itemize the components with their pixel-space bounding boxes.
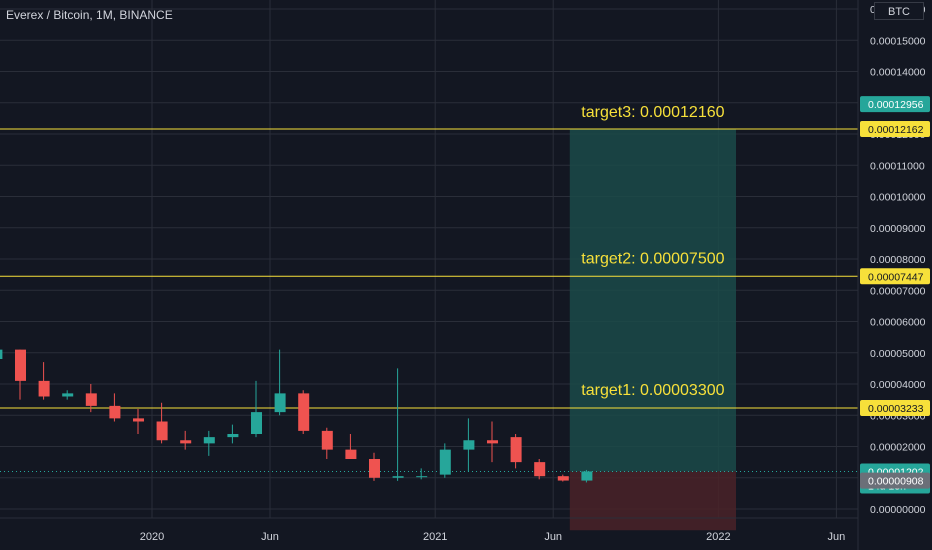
time-tick-label: 2022 xyxy=(706,531,730,543)
candle-body[interactable] xyxy=(251,412,262,434)
time-tick-label: Jun xyxy=(544,531,562,543)
price-label-badge[interactable] xyxy=(860,120,930,137)
time-tick-label: 2021 xyxy=(423,531,447,543)
price-tick-label: 0.00007000 xyxy=(870,285,926,297)
price-tick-label: 0.00014000 xyxy=(870,67,926,79)
candle-body[interactable] xyxy=(203,437,215,444)
price-label-text: 0.00000908 xyxy=(868,476,924,488)
price-tick-label: 0.00015000 xyxy=(870,35,926,47)
candle-body[interactable] xyxy=(274,393,286,413)
price-tick-label: 0.00002000 xyxy=(870,442,926,454)
candle-body[interactable] xyxy=(392,476,404,478)
price-tick-label: 0.00009000 xyxy=(870,223,926,235)
candle-body[interactable] xyxy=(439,449,451,475)
candle-body[interactable] xyxy=(180,440,192,444)
target-zone[interactable] xyxy=(569,129,736,472)
price-tick-label: 0.00006000 xyxy=(870,317,926,329)
candle-body[interactable] xyxy=(298,393,310,431)
candle-body[interactable] xyxy=(534,462,546,477)
price-label-text: 0.00007447 xyxy=(868,271,924,283)
price-label-badge[interactable] xyxy=(860,268,930,285)
time-tick-label: 2020 xyxy=(140,531,164,543)
time-tick-label: Jun xyxy=(261,531,279,543)
candle-body[interactable] xyxy=(15,349,26,381)
currency-badge[interactable]: BTC xyxy=(874,2,924,20)
target-annotation[interactable]: target2: 0.00007500 xyxy=(581,251,724,268)
candle-body[interactable] xyxy=(85,393,97,406)
candle-body[interactable] xyxy=(510,437,522,463)
price-label-text: 0.00012956 xyxy=(868,99,924,111)
candle-body[interactable] xyxy=(38,380,50,397)
candle-body[interactable] xyxy=(463,440,475,450)
candle-body[interactable] xyxy=(581,471,593,481)
candle-body[interactable] xyxy=(227,434,239,438)
price-tick-label: 0.00004000 xyxy=(870,379,926,391)
candle-body[interactable] xyxy=(109,405,121,419)
price-tick-label: 0.00008000 xyxy=(870,254,926,266)
candle-body[interactable] xyxy=(557,476,569,481)
price-label-badge[interactable] xyxy=(860,399,930,416)
price-label-text: 0.00003233 xyxy=(868,403,924,415)
price-tick-label: 0.00000000 xyxy=(870,504,926,516)
candle-body[interactable] xyxy=(487,440,498,444)
target-annotation[interactable]: target3: 0.00012160 xyxy=(581,104,724,121)
candle-body[interactable] xyxy=(416,476,428,478)
price-tick-label: 0.00005000 xyxy=(870,348,926,360)
time-tick-label: Jun xyxy=(828,531,846,543)
candle-body[interactable] xyxy=(321,430,333,450)
price-label-badge[interactable] xyxy=(860,96,930,113)
price-label-text: 0.00012162 xyxy=(868,124,924,136)
stop-zone[interactable] xyxy=(569,471,736,531)
symbol-title[interactable]: Everex / Bitcoin, 1M, BINANCE xyxy=(6,8,173,22)
candle-body[interactable] xyxy=(0,349,3,359)
candle-body[interactable] xyxy=(133,418,144,422)
price-tick-label: 0.00010000 xyxy=(870,192,926,204)
candle-body[interactable] xyxy=(369,459,380,478)
candle-body[interactable] xyxy=(156,421,168,441)
candle-body[interactable] xyxy=(345,449,357,459)
candle-body[interactable] xyxy=(62,393,74,397)
price-label-badge[interactable] xyxy=(860,472,930,489)
target-annotation[interactable]: target1: 0.00003300 xyxy=(581,382,724,399)
price-tick-label: 0.00011000 xyxy=(870,160,925,172)
